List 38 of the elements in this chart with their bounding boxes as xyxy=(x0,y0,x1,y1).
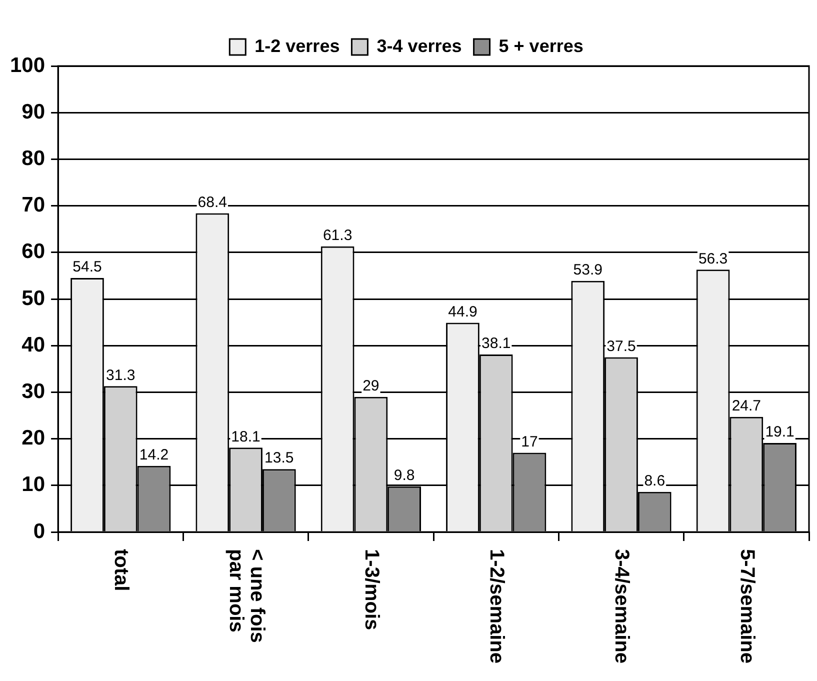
y-tick-label: 20 xyxy=(22,426,46,450)
data-label: 24.7 xyxy=(732,398,762,415)
y-tick-label: 30 xyxy=(22,380,46,403)
y-tick-label: 50 xyxy=(22,286,46,310)
x-tick-label: total xyxy=(110,549,132,592)
data-label: 53.9 xyxy=(573,261,602,278)
x-tick-label: 1-3/mois xyxy=(360,549,382,630)
y-tick-label: 100 xyxy=(10,54,46,77)
data-label: 54.5 xyxy=(72,258,102,276)
y-tick-label: 60 xyxy=(22,240,46,264)
data-label: 14.2 xyxy=(139,446,169,464)
data-label: 13.5 xyxy=(264,450,294,467)
data-label: 37.5 xyxy=(606,338,636,355)
x-tick-label: < une fois par mois xyxy=(224,549,268,643)
y-tick-label: 40 xyxy=(22,333,46,356)
data-label: 29 xyxy=(362,378,380,394)
data-label: 61.3 xyxy=(322,226,352,244)
legend-label: 3-4 verres xyxy=(376,36,462,56)
data-label: 18.1 xyxy=(231,428,260,446)
y-tick-label: 70 xyxy=(22,194,46,217)
data-label: 44.9 xyxy=(448,303,478,320)
data-label: 68.4 xyxy=(198,194,228,211)
data-label: 8.6 xyxy=(644,472,666,490)
data-label: 9.8 xyxy=(394,466,415,484)
x-tick-label: 3-4/semaine xyxy=(610,549,633,664)
legend-label: 5 + verres xyxy=(498,36,584,56)
y-tick-label: 90 xyxy=(22,100,46,124)
y-tick-label: 80 xyxy=(22,146,46,170)
data-label: 38.1 xyxy=(481,335,511,352)
data-label: 17 xyxy=(521,433,538,450)
y-tick-label: 10 xyxy=(22,473,46,496)
legend-label: 1-2 verres xyxy=(254,36,340,56)
data-label: 56.3 xyxy=(698,250,728,268)
y-tick-label: 0 xyxy=(33,520,46,543)
data-label: 19.1 xyxy=(765,424,794,441)
x-tick-label: 5-7/semaine xyxy=(736,549,758,664)
data-label: 31.3 xyxy=(106,366,136,384)
x-tick-label: 1-2/semaine xyxy=(486,549,508,664)
